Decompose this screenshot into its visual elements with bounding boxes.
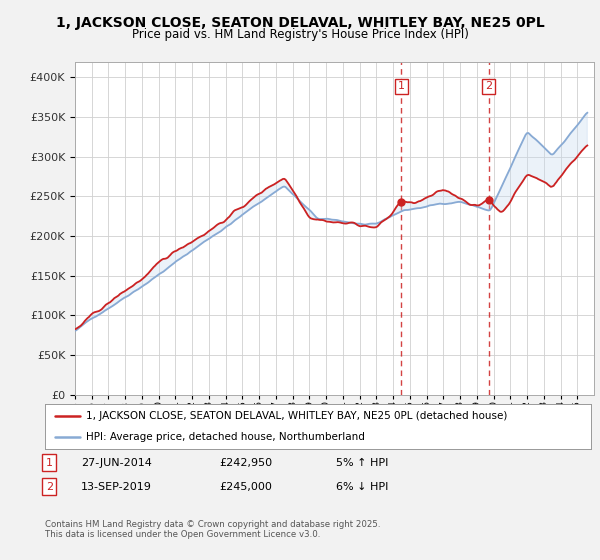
Text: HPI: Average price, detached house, Northumberland: HPI: Average price, detached house, Nort…: [86, 432, 365, 442]
Text: 2: 2: [46, 482, 53, 492]
Text: 27-JUN-2014: 27-JUN-2014: [81, 458, 152, 468]
Text: 6% ↓ HPI: 6% ↓ HPI: [336, 482, 388, 492]
Text: 5% ↑ HPI: 5% ↑ HPI: [336, 458, 388, 468]
Text: 1, JACKSON CLOSE, SEATON DELAVAL, WHITLEY BAY, NE25 0PL: 1, JACKSON CLOSE, SEATON DELAVAL, WHITLE…: [56, 16, 544, 30]
Text: 2: 2: [485, 81, 492, 91]
Text: Price paid vs. HM Land Registry's House Price Index (HPI): Price paid vs. HM Land Registry's House …: [131, 28, 469, 41]
Text: 1: 1: [46, 458, 53, 468]
Text: 1, JACKSON CLOSE, SEATON DELAVAL, WHITLEY BAY, NE25 0PL (detached house): 1, JACKSON CLOSE, SEATON DELAVAL, WHITLE…: [86, 412, 508, 422]
Text: 1: 1: [398, 81, 405, 91]
Text: £245,000: £245,000: [219, 482, 272, 492]
Text: £242,950: £242,950: [219, 458, 272, 468]
Text: 13-SEP-2019: 13-SEP-2019: [81, 482, 152, 492]
Text: Contains HM Land Registry data © Crown copyright and database right 2025.
This d: Contains HM Land Registry data © Crown c…: [45, 520, 380, 539]
